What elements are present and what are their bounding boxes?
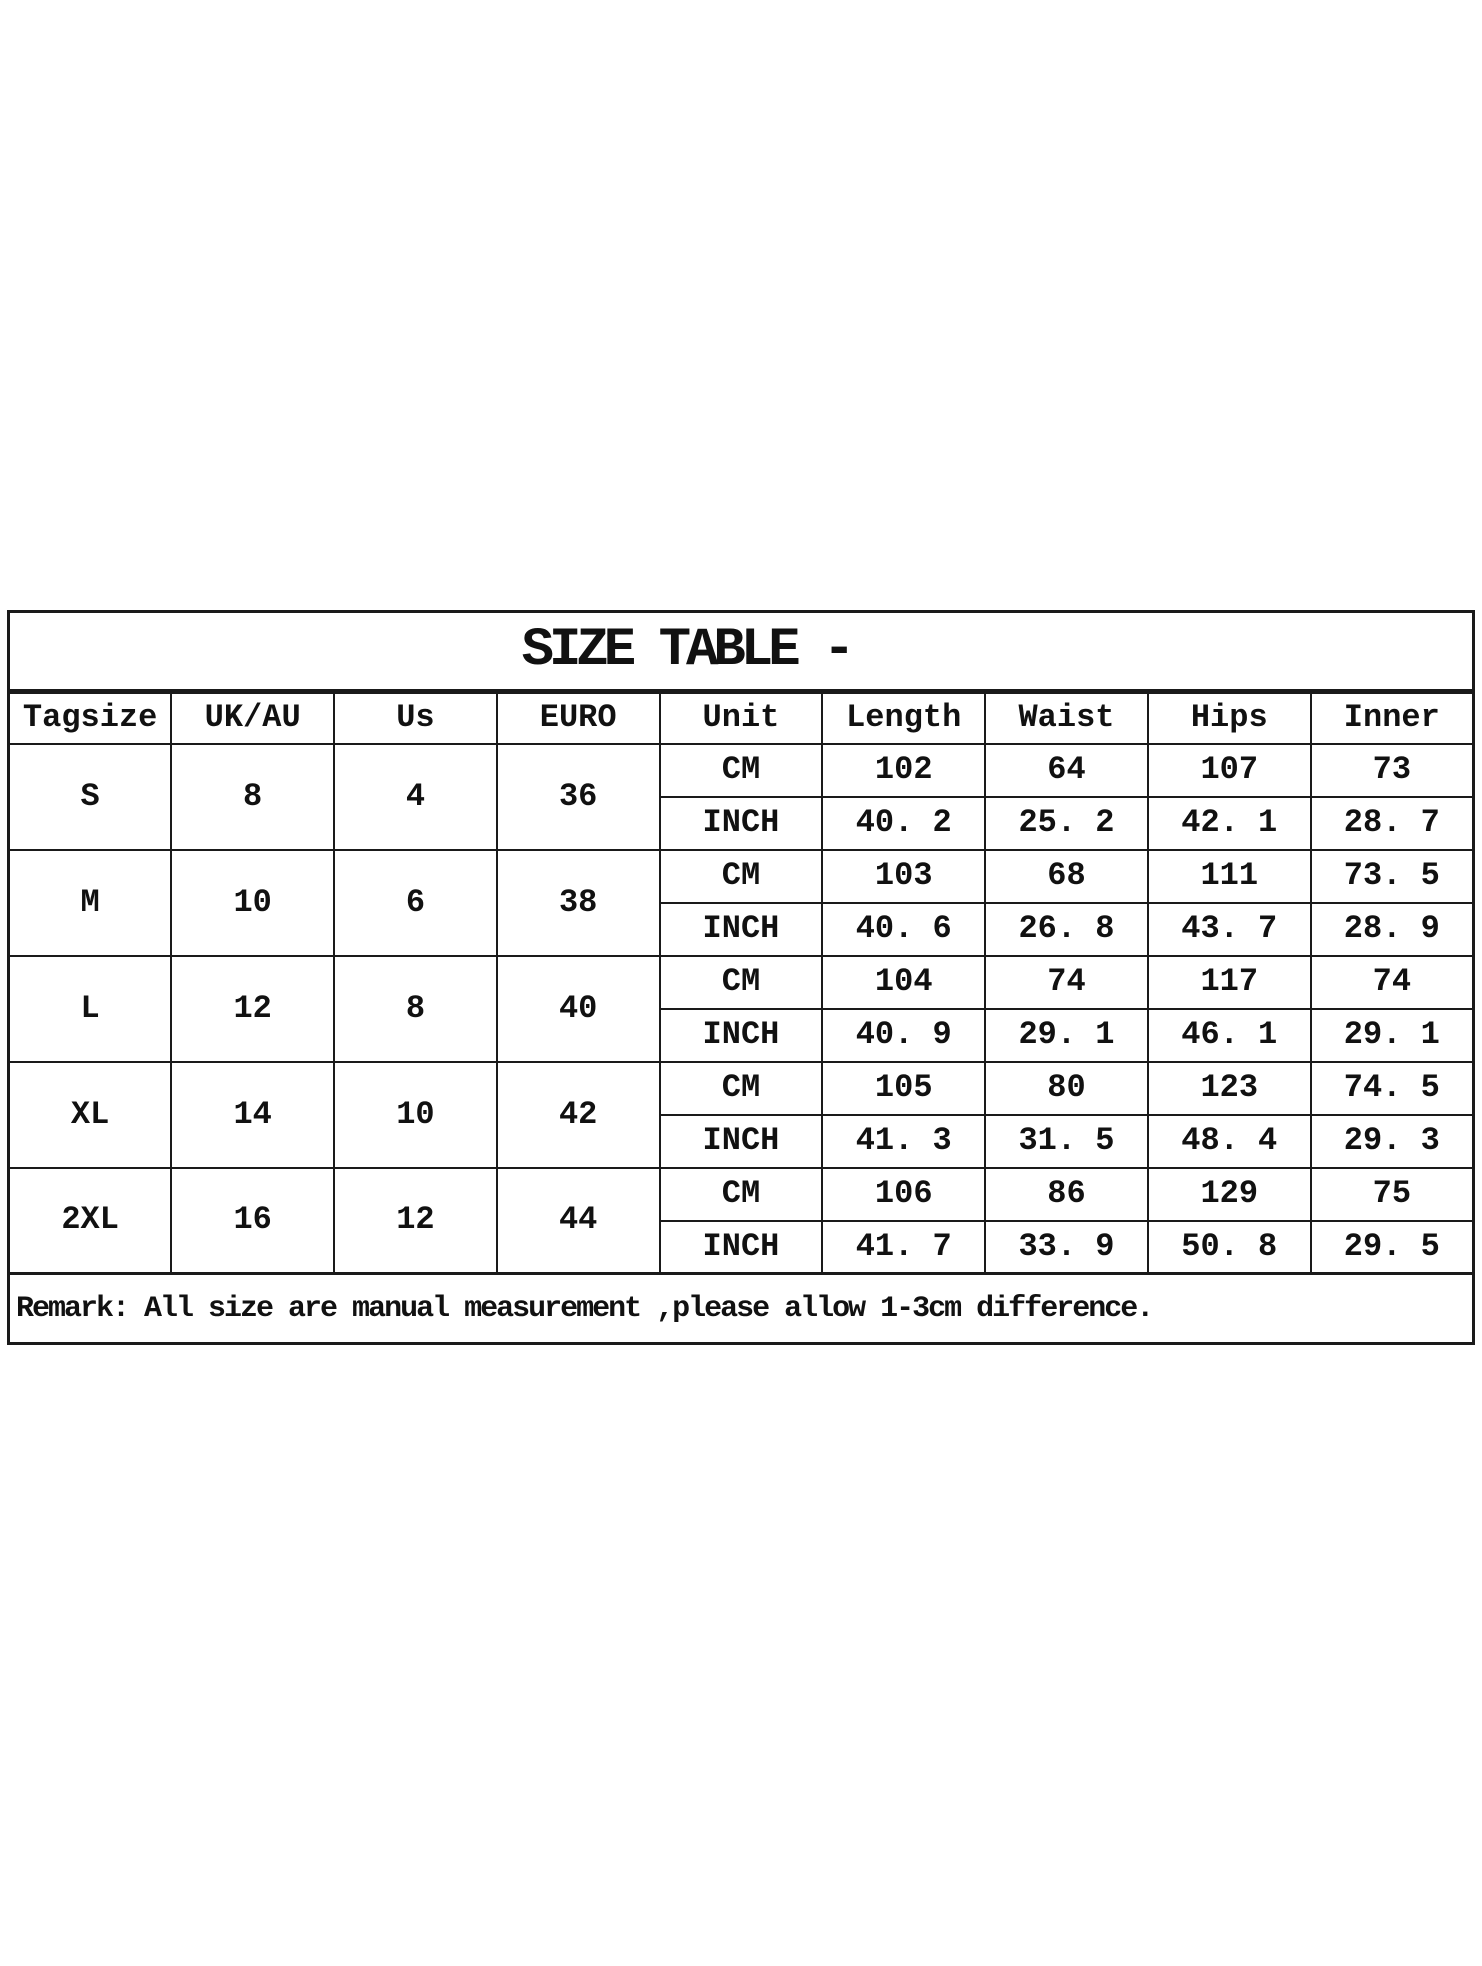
size-row-2xl-cm: 2XL 16 12 44 CM 106 86 129 75 xyxy=(7,1166,1475,1275)
cell-uk-au: 10 xyxy=(170,848,336,957)
cell-uk-au: 8 xyxy=(170,742,336,851)
cell-tagsize: 2XL xyxy=(7,1166,173,1275)
column-header-uk-au: UK/AU xyxy=(170,690,336,745)
cell-us: 6 xyxy=(333,848,498,957)
cell-hips-cm: 107 xyxy=(1146,742,1312,798)
size-row-m-cm: M 10 6 38 CM 103 68 111 73. 5 xyxy=(7,848,1475,957)
cell-length-inch: 41. 3 xyxy=(821,1113,987,1169)
cell-waist-inch: 31. 5 xyxy=(984,1113,1149,1169)
size-row-l-inch: INCH 40. 9 29. 1 46. 1 29. 1 xyxy=(9,1007,1475,1063)
cell-waist-cm: 64 xyxy=(984,742,1149,798)
cell-inner-inch: 29. 5 xyxy=(1309,1219,1475,1275)
cell-waist-inch: 33. 9 xyxy=(984,1219,1149,1275)
cell-unit-inch: INCH xyxy=(658,1219,824,1275)
cell-length-inch: 40. 6 xyxy=(821,901,987,957)
cell-inner-inch: 29. 1 xyxy=(1309,1007,1475,1063)
cell-waist-inch: 26. 8 xyxy=(984,901,1149,957)
remark-row: Remark: All size are manual measurement … xyxy=(7,1272,1475,1345)
column-header-tagsize: Tagsize xyxy=(7,690,173,745)
cell-tagsize: M xyxy=(7,848,173,957)
cell-us: 4 xyxy=(333,742,498,851)
size-table-title: SIZE TABLE - xyxy=(7,610,1475,694)
cell-us: 10 xyxy=(333,1060,498,1169)
cell-waist-cm: 80 xyxy=(984,1060,1149,1116)
title-row: SIZE TABLE - xyxy=(7,610,1475,694)
cell-waist-cm: 86 xyxy=(984,1166,1149,1222)
remark-text: Remark: All size are manual measurement … xyxy=(7,1272,1475,1345)
cell-hips-cm: 129 xyxy=(1146,1166,1312,1222)
cell-hips-inch: 48. 4 xyxy=(1146,1113,1312,1169)
cell-tagsize: S xyxy=(7,742,173,851)
cell-hips-cm: 123 xyxy=(1146,1060,1312,1116)
column-header-inner: Inner xyxy=(1309,690,1475,745)
cell-hips-cm: 111 xyxy=(1146,848,1312,904)
cell-waist-cm: 74 xyxy=(984,954,1149,1010)
cell-unit-cm: CM xyxy=(658,848,824,904)
cell-unit-cm: CM xyxy=(658,1060,824,1116)
cell-inner-cm: 73. 5 xyxy=(1309,848,1475,904)
cell-inner-cm: 74 xyxy=(1309,954,1475,1010)
cell-length-cm: 103 xyxy=(821,848,987,904)
cell-unit-cm: CM xyxy=(658,1166,824,1222)
cell-length-cm: 106 xyxy=(821,1166,987,1222)
size-table-title-text: SIZE TABLE - xyxy=(521,620,856,681)
cell-euro: 40 xyxy=(495,954,661,1063)
cell-inner-cm: 74. 5 xyxy=(1309,1060,1475,1116)
size-table: SIZE TABLE - Tagsize UK/AU Us EURO Unit … xyxy=(7,610,1475,1345)
column-header-hips: Hips xyxy=(1146,690,1312,745)
cell-hips-cm: 117 xyxy=(1146,954,1312,1010)
cell-waist-inch: 29. 1 xyxy=(984,1007,1149,1063)
cell-tagsize: XL xyxy=(7,1060,173,1169)
cell-unit-inch: INCH xyxy=(658,1007,824,1063)
header-row: Tagsize UK/AU Us EURO Unit Length Waist … xyxy=(7,690,1475,745)
cell-tagsize: L xyxy=(7,954,173,1063)
cell-length-inch: 40. 9 xyxy=(821,1007,987,1063)
size-row-xl-inch: INCH 41. 3 31. 5 48. 4 29. 3 xyxy=(9,1113,1475,1169)
cell-inner-cm: 73 xyxy=(1309,742,1475,798)
cell-length-cm: 102 xyxy=(821,742,987,798)
cell-hips-inch: 46. 1 xyxy=(1146,1007,1312,1063)
cell-euro: 38 xyxy=(495,848,661,957)
cell-hips-inch: 50. 8 xyxy=(1146,1219,1312,1275)
cell-length-inch: 40. 2 xyxy=(821,795,987,851)
cell-waist-cm: 68 xyxy=(984,848,1149,904)
cell-uk-au: 14 xyxy=(170,1060,336,1169)
column-header-unit: Unit xyxy=(658,690,824,745)
cell-inner-inch: 28. 7 xyxy=(1309,795,1475,851)
cell-waist-inch: 25. 2 xyxy=(984,795,1149,851)
column-header-waist: Waist xyxy=(984,690,1149,745)
size-row-m-inch: INCH 40. 6 26. 8 43. 7 28. 9 xyxy=(9,901,1475,957)
cell-euro: 42 xyxy=(495,1060,661,1169)
cell-hips-inch: 43. 7 xyxy=(1146,901,1312,957)
cell-inner-inch: 29. 3 xyxy=(1309,1113,1475,1169)
cell-euro: 44 xyxy=(495,1166,661,1275)
cell-uk-au: 16 xyxy=(170,1166,336,1275)
size-row-2xl-inch: INCH 41. 7 33. 9 50. 8 29. 5 xyxy=(9,1219,1475,1275)
cell-unit-inch: INCH xyxy=(658,1113,824,1169)
column-header-euro: EURO xyxy=(495,690,661,745)
cell-us: 12 xyxy=(333,1166,498,1275)
cell-unit-cm: CM xyxy=(658,742,824,798)
cell-unit-inch: INCH xyxy=(658,901,824,957)
cell-unit-cm: CM xyxy=(658,954,824,1010)
cell-us: 8 xyxy=(333,954,498,1063)
cell-hips-inch: 42. 1 xyxy=(1146,795,1312,851)
cell-uk-au: 12 xyxy=(170,954,336,1063)
size-row-xl-cm: XL 14 10 42 CM 105 80 123 74. 5 xyxy=(7,1060,1475,1169)
size-row-s-inch: INCH 40. 2 25. 2 42. 1 28. 7 xyxy=(9,795,1475,851)
cell-length-cm: 105 xyxy=(821,1060,987,1116)
size-row-s-cm: S 8 4 36 CM 102 64 107 73 xyxy=(7,742,1475,851)
cell-euro: 36 xyxy=(495,742,661,851)
column-header-us: Us xyxy=(333,690,498,745)
cell-inner-inch: 28. 9 xyxy=(1309,901,1475,957)
cell-length-inch: 41. 7 xyxy=(821,1219,987,1275)
column-header-length: Length xyxy=(821,690,987,745)
cell-length-cm: 104 xyxy=(821,954,987,1010)
size-row-l-cm: L 12 8 40 CM 104 74 117 74 xyxy=(7,954,1475,1063)
cell-inner-cm: 75 xyxy=(1309,1166,1475,1222)
cell-unit-inch: INCH xyxy=(658,795,824,851)
